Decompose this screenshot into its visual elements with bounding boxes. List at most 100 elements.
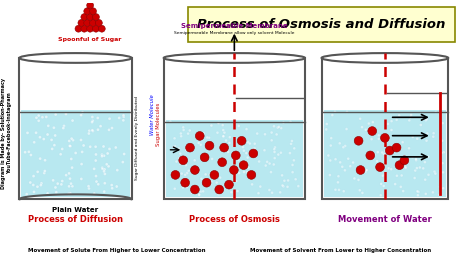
Circle shape: [107, 165, 110, 168]
Circle shape: [327, 154, 330, 157]
Circle shape: [282, 185, 285, 188]
Circle shape: [432, 135, 435, 138]
Circle shape: [365, 169, 368, 172]
Circle shape: [236, 153, 239, 156]
Circle shape: [239, 161, 248, 169]
Circle shape: [64, 174, 68, 177]
Circle shape: [209, 183, 211, 186]
Circle shape: [259, 185, 262, 188]
Circle shape: [434, 111, 437, 114]
Circle shape: [367, 122, 370, 125]
Circle shape: [442, 151, 445, 154]
Circle shape: [258, 160, 261, 163]
Circle shape: [38, 157, 42, 160]
Circle shape: [359, 117, 362, 120]
Circle shape: [42, 138, 46, 141]
Circle shape: [182, 126, 185, 129]
Circle shape: [325, 123, 328, 126]
Circle shape: [433, 170, 436, 173]
Circle shape: [173, 176, 176, 179]
Circle shape: [108, 147, 111, 151]
Circle shape: [184, 173, 187, 176]
Circle shape: [200, 190, 202, 193]
Circle shape: [26, 131, 29, 134]
Circle shape: [390, 128, 393, 131]
Circle shape: [202, 178, 211, 187]
Circle shape: [74, 151, 77, 155]
Circle shape: [256, 132, 259, 135]
Circle shape: [341, 165, 344, 168]
Circle shape: [122, 114, 125, 117]
Circle shape: [381, 151, 383, 154]
Circle shape: [400, 156, 409, 165]
Circle shape: [54, 134, 57, 137]
Circle shape: [116, 169, 119, 172]
Circle shape: [43, 172, 46, 174]
Circle shape: [105, 163, 108, 166]
Circle shape: [253, 142, 256, 145]
Circle shape: [175, 160, 178, 163]
Circle shape: [352, 161, 355, 164]
Circle shape: [282, 121, 285, 124]
Circle shape: [108, 128, 110, 131]
Circle shape: [199, 143, 202, 146]
Circle shape: [37, 114, 40, 117]
Circle shape: [52, 126, 55, 129]
Circle shape: [439, 185, 442, 188]
Circle shape: [408, 147, 410, 150]
Text: Semipermeable Membrane allow only solvent Molecule: Semipermeable Membrane allow only solven…: [174, 31, 295, 35]
Circle shape: [375, 160, 378, 163]
Bar: [165, 120, 303, 197]
Circle shape: [286, 185, 289, 188]
Circle shape: [75, 25, 82, 32]
Circle shape: [423, 161, 426, 164]
Circle shape: [180, 135, 182, 138]
Text: Process of Osmosis and Diffusion: Process of Osmosis and Diffusion: [197, 18, 446, 31]
Circle shape: [99, 25, 105, 32]
Circle shape: [96, 117, 99, 119]
Circle shape: [222, 129, 225, 132]
Circle shape: [381, 134, 389, 142]
Circle shape: [292, 159, 295, 162]
Circle shape: [71, 166, 73, 169]
Circle shape: [61, 180, 64, 183]
Circle shape: [377, 138, 380, 140]
Circle shape: [62, 127, 65, 130]
Circle shape: [294, 178, 297, 181]
Circle shape: [92, 25, 100, 32]
Circle shape: [102, 170, 106, 173]
Circle shape: [401, 141, 404, 144]
Circle shape: [186, 181, 189, 184]
Circle shape: [364, 170, 367, 173]
Circle shape: [215, 181, 218, 184]
Circle shape: [416, 194, 419, 197]
Circle shape: [100, 155, 103, 158]
Circle shape: [398, 114, 401, 117]
Circle shape: [222, 135, 225, 138]
Circle shape: [222, 135, 225, 138]
Circle shape: [87, 25, 93, 32]
Circle shape: [29, 153, 32, 157]
Circle shape: [438, 194, 441, 197]
Circle shape: [230, 191, 233, 194]
Circle shape: [25, 193, 28, 196]
Circle shape: [375, 163, 384, 172]
Circle shape: [438, 185, 441, 188]
Circle shape: [37, 119, 40, 122]
Circle shape: [200, 153, 209, 162]
Circle shape: [252, 147, 255, 150]
Circle shape: [404, 165, 407, 168]
Circle shape: [388, 149, 391, 152]
Circle shape: [29, 181, 32, 184]
Circle shape: [279, 191, 282, 194]
Circle shape: [273, 151, 276, 153]
Circle shape: [84, 8, 91, 15]
Circle shape: [90, 8, 97, 15]
Circle shape: [32, 174, 35, 178]
Circle shape: [346, 110, 348, 113]
Circle shape: [419, 123, 422, 126]
Circle shape: [404, 166, 407, 169]
Circle shape: [69, 192, 72, 195]
Circle shape: [87, 185, 90, 188]
Bar: [19, 58, 132, 199]
